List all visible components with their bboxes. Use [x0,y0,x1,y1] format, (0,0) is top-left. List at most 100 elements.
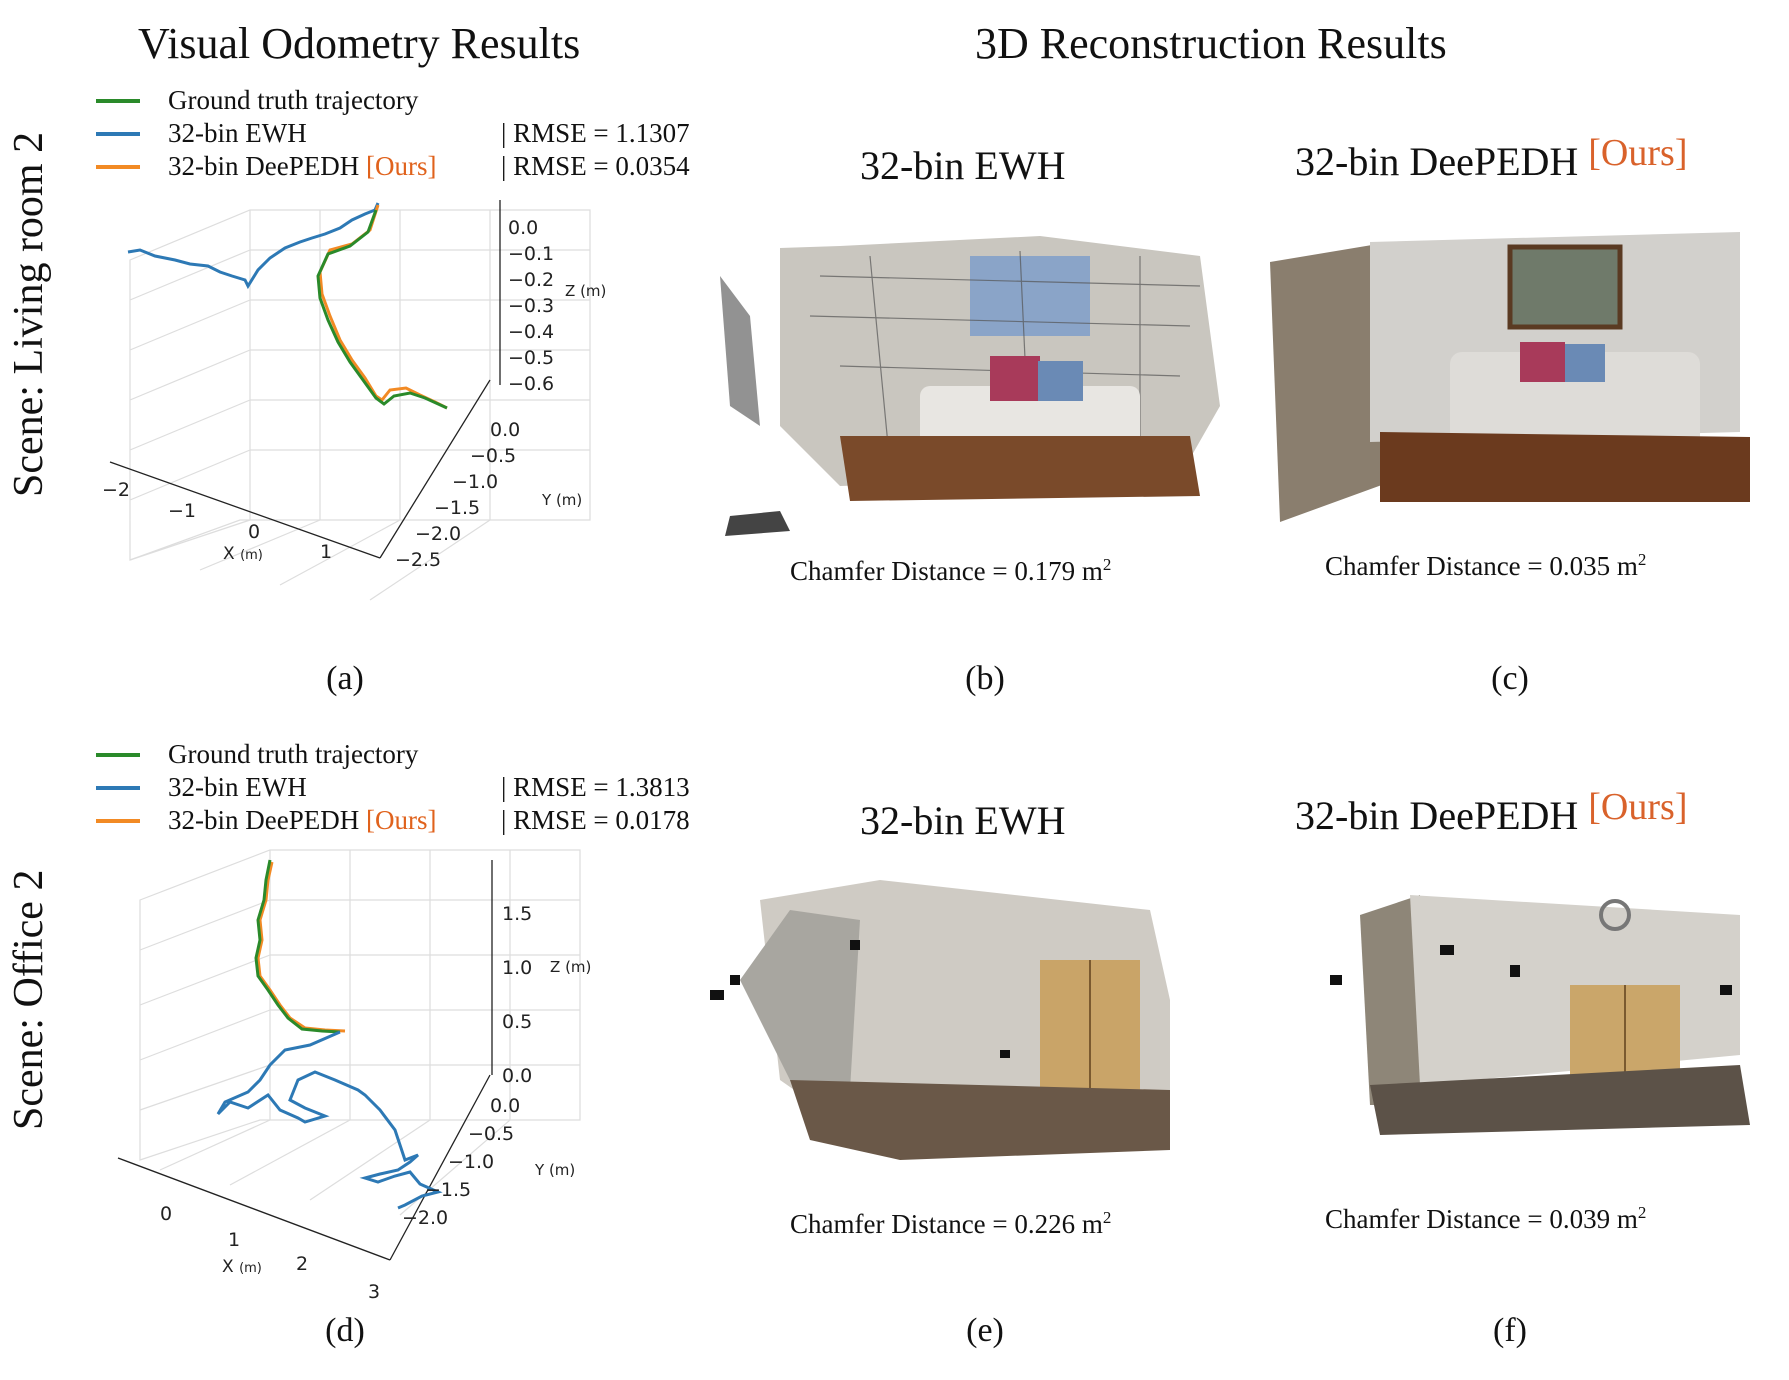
axes-d [117,860,493,1261]
series-ewh-d [216,1030,443,1210]
legend-item-gt: Ground truth trajectory [96,738,736,771]
y-tick: 0.0 [490,1095,520,1117]
z-tick: 1.5 [502,903,532,925]
z-tick: −0.1 [508,243,554,265]
chamfer-e: Chamfer Distance = 0.226 m2 [790,1208,1112,1239]
y-tick: −2.0 [415,523,461,545]
legend-rmse: | RMSE = 0.0354 [501,151,690,181]
caption-b: (b) [965,660,1005,697]
x-tick: −2 [102,479,130,501]
header-visual-odometry: Visual Odometry Results [138,19,581,68]
z-tick: 0.0 [508,217,538,239]
y-tick: −2.5 [395,549,441,571]
legend-swatch-ewh [96,786,140,790]
y-tick: −1.5 [425,1179,471,1201]
header-3d-reconstruction: 3D Reconstruction Results [975,19,1447,68]
legend-d: Ground truth trajectory 32-bin EWH | RMS… [96,738,736,837]
reconstruction-image-b [720,236,1220,536]
z-tick: −0.5 [508,347,554,369]
caption-e: (e) [966,1312,1004,1349]
z-ticks-a: 0.0 −0.1 −0.2 −0.3 −0.4 −0.5 −0.6 [508,217,554,395]
y-ticks-a: 0.0 −0.5 −1.0 −1.5 −2.0 −2.5 [395,419,520,571]
reconstruction-image-c [1270,232,1750,522]
series-gt-a [316,209,448,410]
legend-swatch-gt [96,99,140,103]
legend-label: Ground truth trajectory [168,739,419,769]
scene-label-office: Scene: Office 2 [6,869,52,1130]
x-tick: 1 [320,541,332,563]
panel-title-b: 32-bin EWH [860,143,1066,188]
y-tick: −1.0 [452,471,498,493]
trajectory-plot-a: 0.0 −0.1 −0.2 −0.3 −0.4 −0.5 −0.6 Z (m) … [102,200,606,601]
series-ours-d [256,861,346,1033]
legend-swatch-ours [96,819,140,823]
x-axis-label-d: X (m) [222,1257,262,1277]
legend-item-ewh: 32-bin EWH | RMSE = 1.1307 [96,117,736,150]
series-ours-a [318,204,448,410]
x-tick: 3 [368,1281,380,1303]
x-axis-label-a: X (m) [223,544,263,564]
reconstruction-image-f [1330,895,1750,1135]
legend-ours-tag: [Ours] [365,151,437,181]
legend-label: 32-bin EWH [168,772,307,802]
z-tick: −0.6 [508,373,554,395]
grid-a [129,209,591,601]
legend-item-ours: 32-bin DeePEDH [Ours] | RMSE = 0.0354 [96,150,736,183]
legend-swatch-ewh [96,132,140,136]
series-gt-d [254,859,341,1034]
caption-c: (c) [1491,660,1529,697]
x-tick: 1 [228,1229,240,1251]
trajectory-plot-d: 1.5 1.0 0.5 0.0 Z (m) 0.0 −0.5 −1.0 −1.5… [117,849,591,1303]
panel-title-c: 32-bin DeePEDH [Ours] [1295,132,1688,184]
legend-rmse: | RMSE = 1.1307 [501,118,690,148]
chamfer-c: Chamfer Distance = 0.035 m2 [1325,550,1647,581]
y-tick: −0.5 [470,445,516,467]
z-tick: 0.5 [502,1011,532,1033]
legend-a: Ground truth trajectory 32-bin EWH | RMS… [96,84,736,183]
z-tick: −0.2 [508,269,554,291]
z-tick: −0.4 [508,321,554,343]
y-tick: −1.5 [434,497,480,519]
legend-rmse: | RMSE = 1.3813 [501,772,690,802]
panel-title-f: 32-bin DeePEDH [Ours] [1295,786,1688,838]
scene-label-living-room: Scene: Living room 2 [6,131,52,497]
ours-tag: [Ours] [1588,786,1688,828]
legend-label: 32-bin DeePEDH [Ours] [168,805,437,835]
series-ewh-a [127,202,380,290]
axes-a [109,200,501,559]
x-ticks-a: −2 −1 0 1 [102,479,332,563]
caption-a: (a) [326,660,364,697]
legend-item-ours: 32-bin DeePEDH [Ours] | RMSE = 0.0178 [96,804,736,837]
ours-tag: [Ours] [1588,132,1688,174]
caption-f: (f) [1493,1312,1527,1349]
y-ticks-d: 0.0 −0.5 −1.0 −1.5 −2.0 [402,1095,520,1229]
chamfer-f: Chamfer Distance = 0.039 m2 [1325,1203,1647,1234]
z-axis-label-d: Z (m) [550,958,591,976]
z-axis-label-a: Z (m) [565,282,606,300]
z-tick: 0.0 [502,1065,532,1087]
y-axis-label-d: Y (m) [534,1161,575,1179]
legend-swatch-ours [96,165,140,169]
legend-rmse: | RMSE = 0.0178 [501,805,690,835]
reconstruction-image-e [710,880,1170,1160]
caption-d: (d) [325,1312,365,1349]
legend-item-ewh: 32-bin EWH | RMSE = 1.3813 [96,771,736,804]
legend-label: 32-bin EWH [168,118,307,148]
x-tick: 0 [248,521,260,543]
legend-label: Ground truth trajectory [168,85,419,115]
y-tick: −1.0 [448,1151,494,1173]
x-tick: −1 [168,500,196,522]
legend-label: 32-bin DeePEDH [Ours] [168,151,437,181]
z-tick: −0.3 [508,295,554,317]
y-tick: −2.0 [402,1207,448,1229]
y-tick: −0.5 [468,1123,514,1145]
legend-ours-tag: [Ours] [365,805,437,835]
y-tick: 0.0 [490,419,520,441]
y-axis-label-a: Y (m) [541,491,582,509]
x-tick: 0 [160,1203,172,1225]
z-ticks-d: 1.5 1.0 0.5 0.0 [502,903,532,1087]
x-ticks-d: 0 1 2 3 [160,1203,380,1303]
legend-swatch-gt [96,753,140,757]
chamfer-b: Chamfer Distance = 0.179 m2 [790,555,1112,586]
z-tick: 1.0 [502,957,532,979]
